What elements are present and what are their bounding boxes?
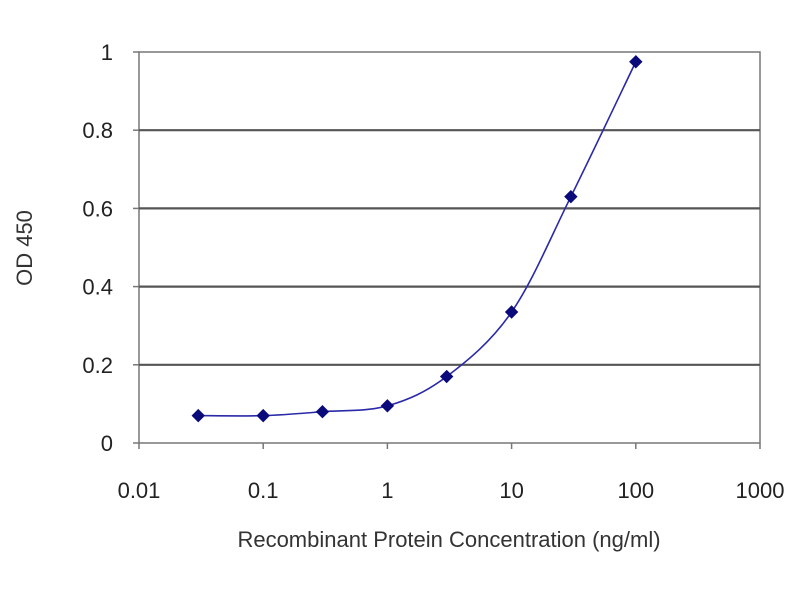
data-point-marker	[380, 399, 395, 413]
data-point-marker	[191, 408, 205, 423]
y-axis-title: OD 450	[12, 210, 37, 286]
y-tick-label: 1	[101, 40, 113, 65]
x-tick-label: 1000	[736, 478, 785, 503]
data-point-marker	[256, 408, 270, 423]
plot-area	[138, 51, 761, 444]
y-tick-label: 0.4	[82, 275, 113, 300]
data-point-marker	[439, 369, 454, 384]
x-tick-label: 0.1	[248, 478, 279, 503]
x-tick-label: 1	[381, 478, 393, 503]
data-point-marker	[315, 405, 330, 419]
y-tick-labels: 0 0.2 0.4 0.6 0.8 1	[82, 40, 113, 456]
x-tick-labels: 0.01 0.1 1 10 100 1000	[118, 478, 785, 503]
x-axis-title: Recombinant Protein Concentration (ng/ml…	[237, 527, 660, 552]
data-point-marker	[504, 305, 519, 319]
x-tick-label: 10	[499, 478, 523, 503]
y-tick-label: 0.8	[82, 118, 113, 143]
y-tick-label: 0.2	[82, 353, 113, 378]
y-tick-label: 0.6	[82, 196, 113, 221]
x-tick-label: 100	[617, 478, 654, 503]
data-point-marker	[629, 55, 643, 69]
series	[191, 55, 643, 423]
gridlines	[139, 129, 760, 366]
data-point-marker	[564, 189, 578, 204]
y-tick-label: 0	[101, 431, 113, 456]
axes	[133, 51, 761, 449]
x-tick-label: 0.01	[118, 478, 161, 503]
